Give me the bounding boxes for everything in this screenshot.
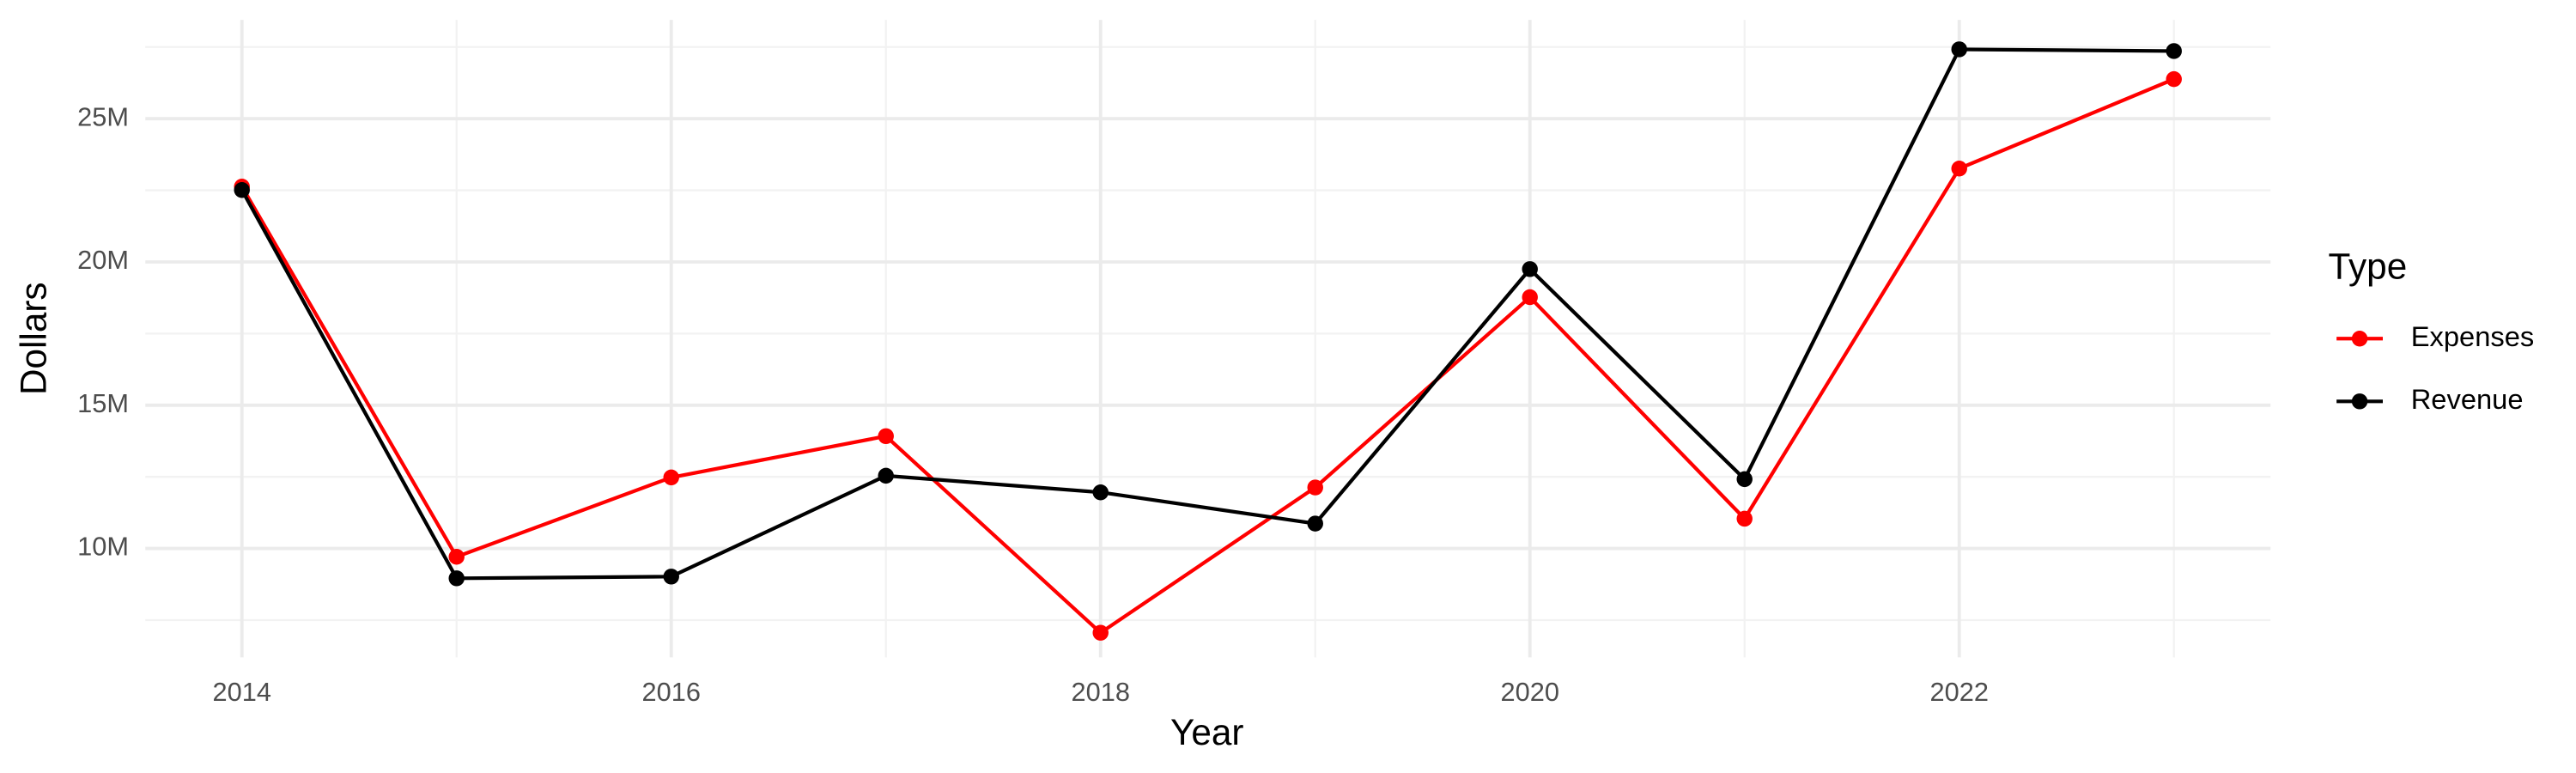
data-point (1951, 160, 1967, 177)
x-axis-title: Year (1170, 712, 1243, 752)
data-point (1092, 484, 1109, 501)
grid (145, 20, 2271, 658)
y-tick-label: 15M (77, 388, 129, 418)
series-line (240, 47, 2174, 581)
legend-marker (2351, 331, 2368, 347)
data-point (1307, 479, 1323, 496)
y-tick-label: 10M (77, 532, 129, 562)
data-point (1736, 510, 1753, 527)
data-point (2166, 70, 2182, 88)
y-axis-title: Dollars (13, 282, 53, 395)
legend-label: Expenses (2411, 320, 2535, 352)
data-point (1951, 41, 1967, 58)
data-point (1736, 471, 1753, 488)
x-tick-label: 2022 (1930, 677, 1989, 707)
data-point (448, 549, 465, 565)
data-point (663, 569, 679, 585)
x-tick-label: 2018 (1072, 677, 1130, 707)
data-point (1522, 261, 1538, 277)
x-tick-label: 2020 (1501, 677, 1559, 707)
data-point (1522, 289, 1538, 306)
data-point (878, 428, 894, 445)
series-line (240, 77, 2175, 636)
data-point (2166, 43, 2182, 59)
data-point (663, 469, 679, 486)
data-point (878, 467, 894, 484)
x-tick-label: 2016 (642, 677, 701, 707)
y-tick-label: 20M (77, 245, 129, 275)
data-point (1092, 624, 1109, 641)
legend-label: Revenue (2411, 383, 2524, 415)
data-point (1307, 515, 1323, 532)
legend-marker (2351, 393, 2368, 410)
data-point (448, 570, 465, 587)
data-point (234, 182, 250, 198)
legend-title: Type (2329, 247, 2408, 287)
x-tick-label: 2014 (213, 677, 271, 707)
y-tick-label: 25M (77, 101, 129, 131)
